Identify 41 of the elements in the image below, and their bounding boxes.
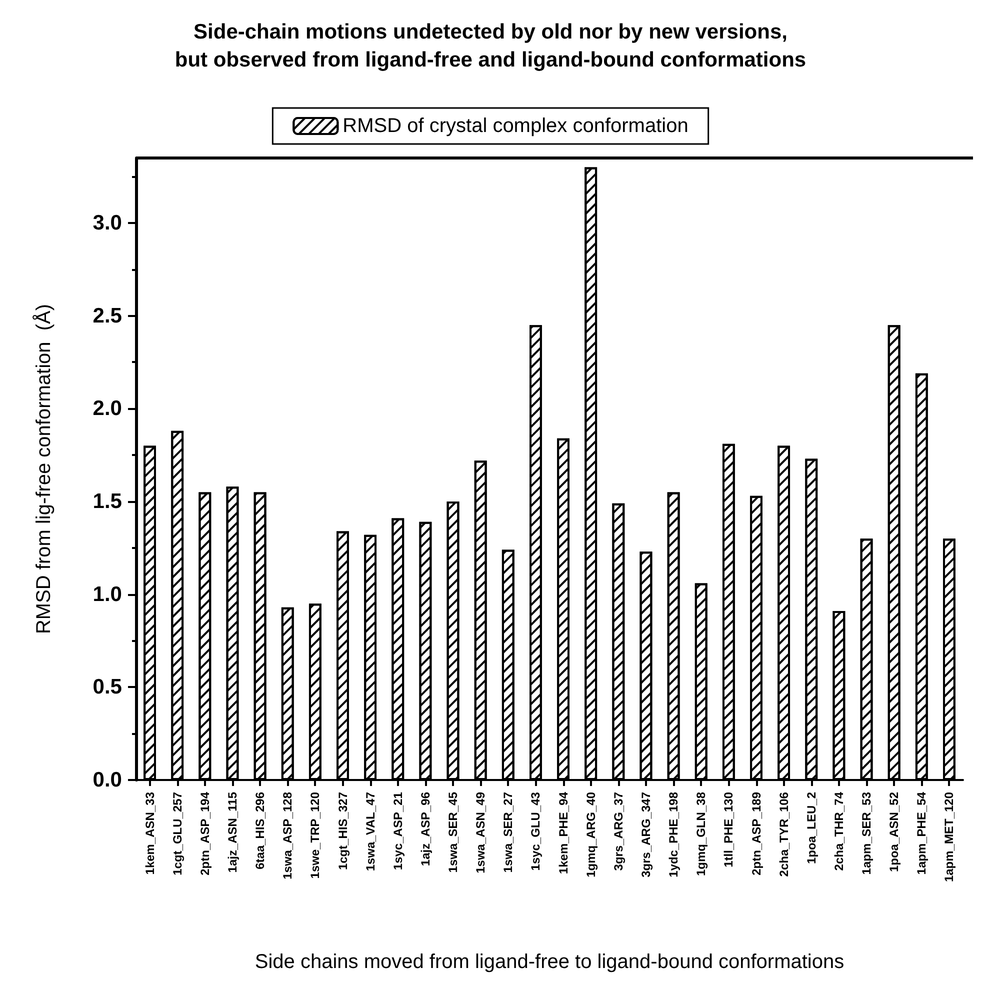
x-tick-label: 6taa_HIS_296 xyxy=(253,792,268,870)
x-tick-label: 1ajz_ASP_96 xyxy=(418,792,432,866)
x-tick-label: 3grs_ARG_347 xyxy=(638,792,653,878)
x-tick-label: 1swa_SER_27 xyxy=(501,792,516,873)
x-tick-label: 2ptn_ASP_194 xyxy=(198,792,212,876)
x-tick-label: 1apm_SER_53 xyxy=(860,792,874,875)
x-tick-label: 2cha_TYR_106 xyxy=(776,792,791,877)
x-axis-title: Side chains moved from ligand-free to ligand-bound conformations xyxy=(254,951,844,973)
legend-label: RMSD of crystal complex conformation xyxy=(342,115,688,137)
x-tick-label: 1kem_PHE_94 xyxy=(556,792,570,874)
x-tick-label: 1apm_PHE_54 xyxy=(914,792,929,875)
x-tick-label: 1gmq_ARG_40 xyxy=(584,792,598,878)
y-tick-label: 2.0 xyxy=(92,397,122,420)
y-axis-title: RMSD from lig-free conformation (Å) xyxy=(32,304,55,634)
y-tick-label: 2.5 xyxy=(92,304,122,328)
x-tick-label: 1ydc_PHE_198 xyxy=(666,792,681,878)
x-tick-label: 1poa_LEU_2 xyxy=(804,792,818,864)
x-tick-label: 1swa_VAL_47 xyxy=(363,792,378,872)
x-tick-label: 1poa_ASN_52 xyxy=(887,792,902,872)
x-tick-label: 1tll_PHE_130 xyxy=(722,792,736,868)
x-tick-label: 1apm_MET_120 xyxy=(942,792,956,882)
y-tick-label: 0.5 xyxy=(92,676,122,699)
chart-title: Side-chain motions undetected by old nor by new versions, but observed from ligand-free and ligand-bound conformations xyxy=(174,20,806,72)
x-tick-label: 1ajz_ASN_115 xyxy=(225,792,240,873)
y-tick-label: 1.0 xyxy=(92,582,122,606)
x-tick-label: 2ptn_ASP_189 xyxy=(749,792,764,876)
x-tick-label: 1gmq_GLN_38 xyxy=(694,792,708,876)
y-tick-label: 1.5 xyxy=(92,490,122,513)
x-tick-label: 1swa_SER_45 xyxy=(446,792,460,873)
x-tick-label: 3grs_ARG_37 xyxy=(611,792,626,871)
x-tick-label: 2cha_THR_74 xyxy=(832,792,846,871)
y-tick-label: 0.0 xyxy=(92,768,122,792)
x-tick-label: 1cgt_GLU_257 xyxy=(170,792,184,876)
x-tick-label: 1swa_ASP_128 xyxy=(280,792,295,880)
x-tick-label: 1kem_ASN_33 xyxy=(142,792,157,875)
x-tick-label: 1swe_TRP_120 xyxy=(308,792,322,879)
x-tick-label: 1swa_ASN_49 xyxy=(474,792,488,874)
y-tick-label: 3.0 xyxy=(92,211,122,234)
x-tick-label: 1syc_GLU_43 xyxy=(528,792,543,871)
x-tick-label: 1syc_ASP_21 xyxy=(390,792,405,870)
x-tick-label: 1cgt_HIS_327 xyxy=(336,792,350,870)
